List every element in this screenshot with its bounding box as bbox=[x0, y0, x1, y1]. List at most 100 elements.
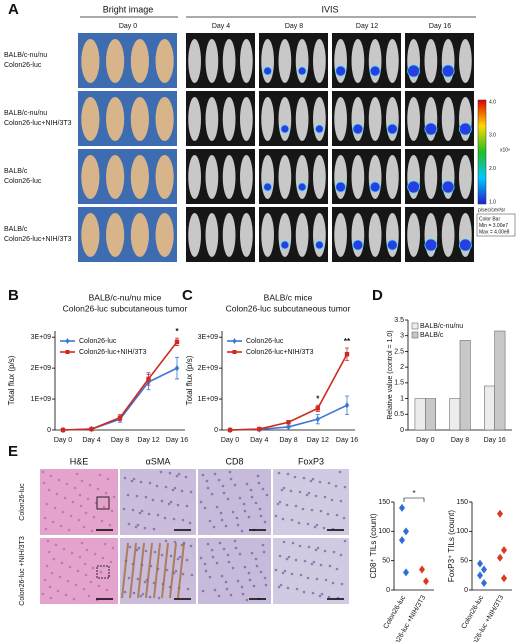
cell bbox=[74, 583, 78, 587]
signal bbox=[297, 182, 307, 192]
mouse bbox=[240, 97, 253, 141]
colorbar-box-text: Min = 3.00e7 bbox=[479, 223, 508, 229]
cell bbox=[80, 479, 84, 483]
cell bbox=[316, 546, 320, 550]
y-tick-label: 0 bbox=[400, 427, 404, 434]
cell bbox=[233, 483, 237, 487]
cell bbox=[259, 514, 263, 518]
cell bbox=[97, 584, 101, 588]
cell bbox=[45, 564, 49, 568]
mouse bbox=[334, 39, 347, 83]
histology-image bbox=[273, 469, 349, 535]
cell bbox=[71, 500, 75, 504]
cell bbox=[210, 548, 214, 552]
cell bbox=[47, 488, 51, 492]
mouse bbox=[441, 213, 455, 257]
marker bbox=[232, 338, 237, 344]
signal bbox=[280, 124, 290, 134]
cell bbox=[281, 517, 285, 521]
cell bbox=[41, 470, 45, 474]
cell bbox=[153, 550, 157, 554]
cell bbox=[245, 482, 249, 486]
mouse bbox=[106, 213, 125, 257]
cell bbox=[56, 589, 60, 593]
mouse bbox=[261, 155, 274, 199]
cell bbox=[261, 487, 265, 491]
y-tick-label: 1 bbox=[400, 395, 404, 402]
marker bbox=[257, 426, 262, 432]
series-line bbox=[229, 353, 348, 431]
cell bbox=[54, 543, 58, 547]
mouse bbox=[155, 155, 174, 199]
cell bbox=[315, 523, 319, 527]
cell bbox=[65, 482, 69, 486]
cell bbox=[340, 582, 344, 586]
stain-header: αSMA bbox=[146, 456, 171, 466]
cell bbox=[50, 571, 54, 575]
mouse bbox=[188, 155, 201, 199]
cell bbox=[80, 541, 84, 545]
cell bbox=[127, 522, 131, 526]
cell bbox=[332, 550, 336, 554]
cell bbox=[310, 508, 314, 512]
cell bbox=[213, 588, 217, 592]
marker bbox=[65, 350, 70, 354]
marker bbox=[146, 376, 151, 382]
cell bbox=[127, 576, 131, 580]
mouse bbox=[261, 97, 274, 141]
row-label: Colon26-luc+NIH/3T3 bbox=[4, 120, 72, 127]
signal bbox=[407, 64, 421, 78]
cell bbox=[228, 470, 232, 474]
marker bbox=[497, 509, 503, 518]
cell bbox=[84, 573, 88, 577]
colorbar-box bbox=[476, 213, 516, 237]
group-header: Bright image bbox=[103, 4, 154, 14]
cell bbox=[111, 546, 115, 550]
cell bbox=[224, 580, 228, 584]
cell bbox=[164, 485, 168, 489]
cell bbox=[176, 557, 180, 561]
cell bbox=[262, 550, 266, 554]
cell bbox=[108, 523, 112, 527]
marker bbox=[399, 536, 405, 545]
cell bbox=[322, 526, 326, 530]
cell bbox=[286, 472, 290, 476]
panel-label: D bbox=[372, 287, 383, 304]
y-tick-label: 1E+09 bbox=[198, 396, 219, 403]
day-header: Day 12 bbox=[356, 23, 378, 30]
mouse bbox=[155, 97, 174, 141]
cell bbox=[176, 503, 180, 507]
signal bbox=[352, 123, 364, 135]
cell bbox=[297, 521, 301, 525]
y-axis-label: Total flux (p/s) bbox=[185, 355, 194, 405]
mouse bbox=[130, 97, 149, 141]
cell bbox=[41, 592, 45, 596]
y-tick-label: 2 bbox=[400, 364, 404, 371]
y-tick-label: 0 bbox=[464, 587, 468, 594]
cell bbox=[143, 526, 147, 530]
cell bbox=[199, 500, 203, 504]
cell bbox=[238, 552, 242, 556]
sma-fiber bbox=[169, 542, 177, 599]
cell bbox=[49, 596, 53, 600]
marker bbox=[286, 423, 291, 431]
cell bbox=[185, 558, 189, 562]
cell bbox=[45, 502, 49, 506]
cell bbox=[132, 591, 136, 595]
row-label: Colon26-luc bbox=[4, 178, 42, 185]
cell bbox=[274, 514, 278, 518]
cell bbox=[235, 516, 239, 520]
legend-label: Colon26-luc bbox=[246, 338, 284, 345]
x-tick-label: Day 12 bbox=[307, 437, 329, 444]
y-axis-label: Total flux (p/s) bbox=[7, 355, 16, 405]
signal bbox=[314, 124, 324, 134]
marker bbox=[344, 402, 350, 409]
cell bbox=[110, 509, 114, 513]
marker bbox=[117, 415, 123, 420]
signal bbox=[352, 239, 364, 251]
cell bbox=[225, 587, 229, 591]
sma-fiber bbox=[121, 542, 129, 599]
annotation: ** bbox=[344, 337, 351, 346]
cell bbox=[48, 585, 52, 589]
cell bbox=[83, 562, 87, 566]
